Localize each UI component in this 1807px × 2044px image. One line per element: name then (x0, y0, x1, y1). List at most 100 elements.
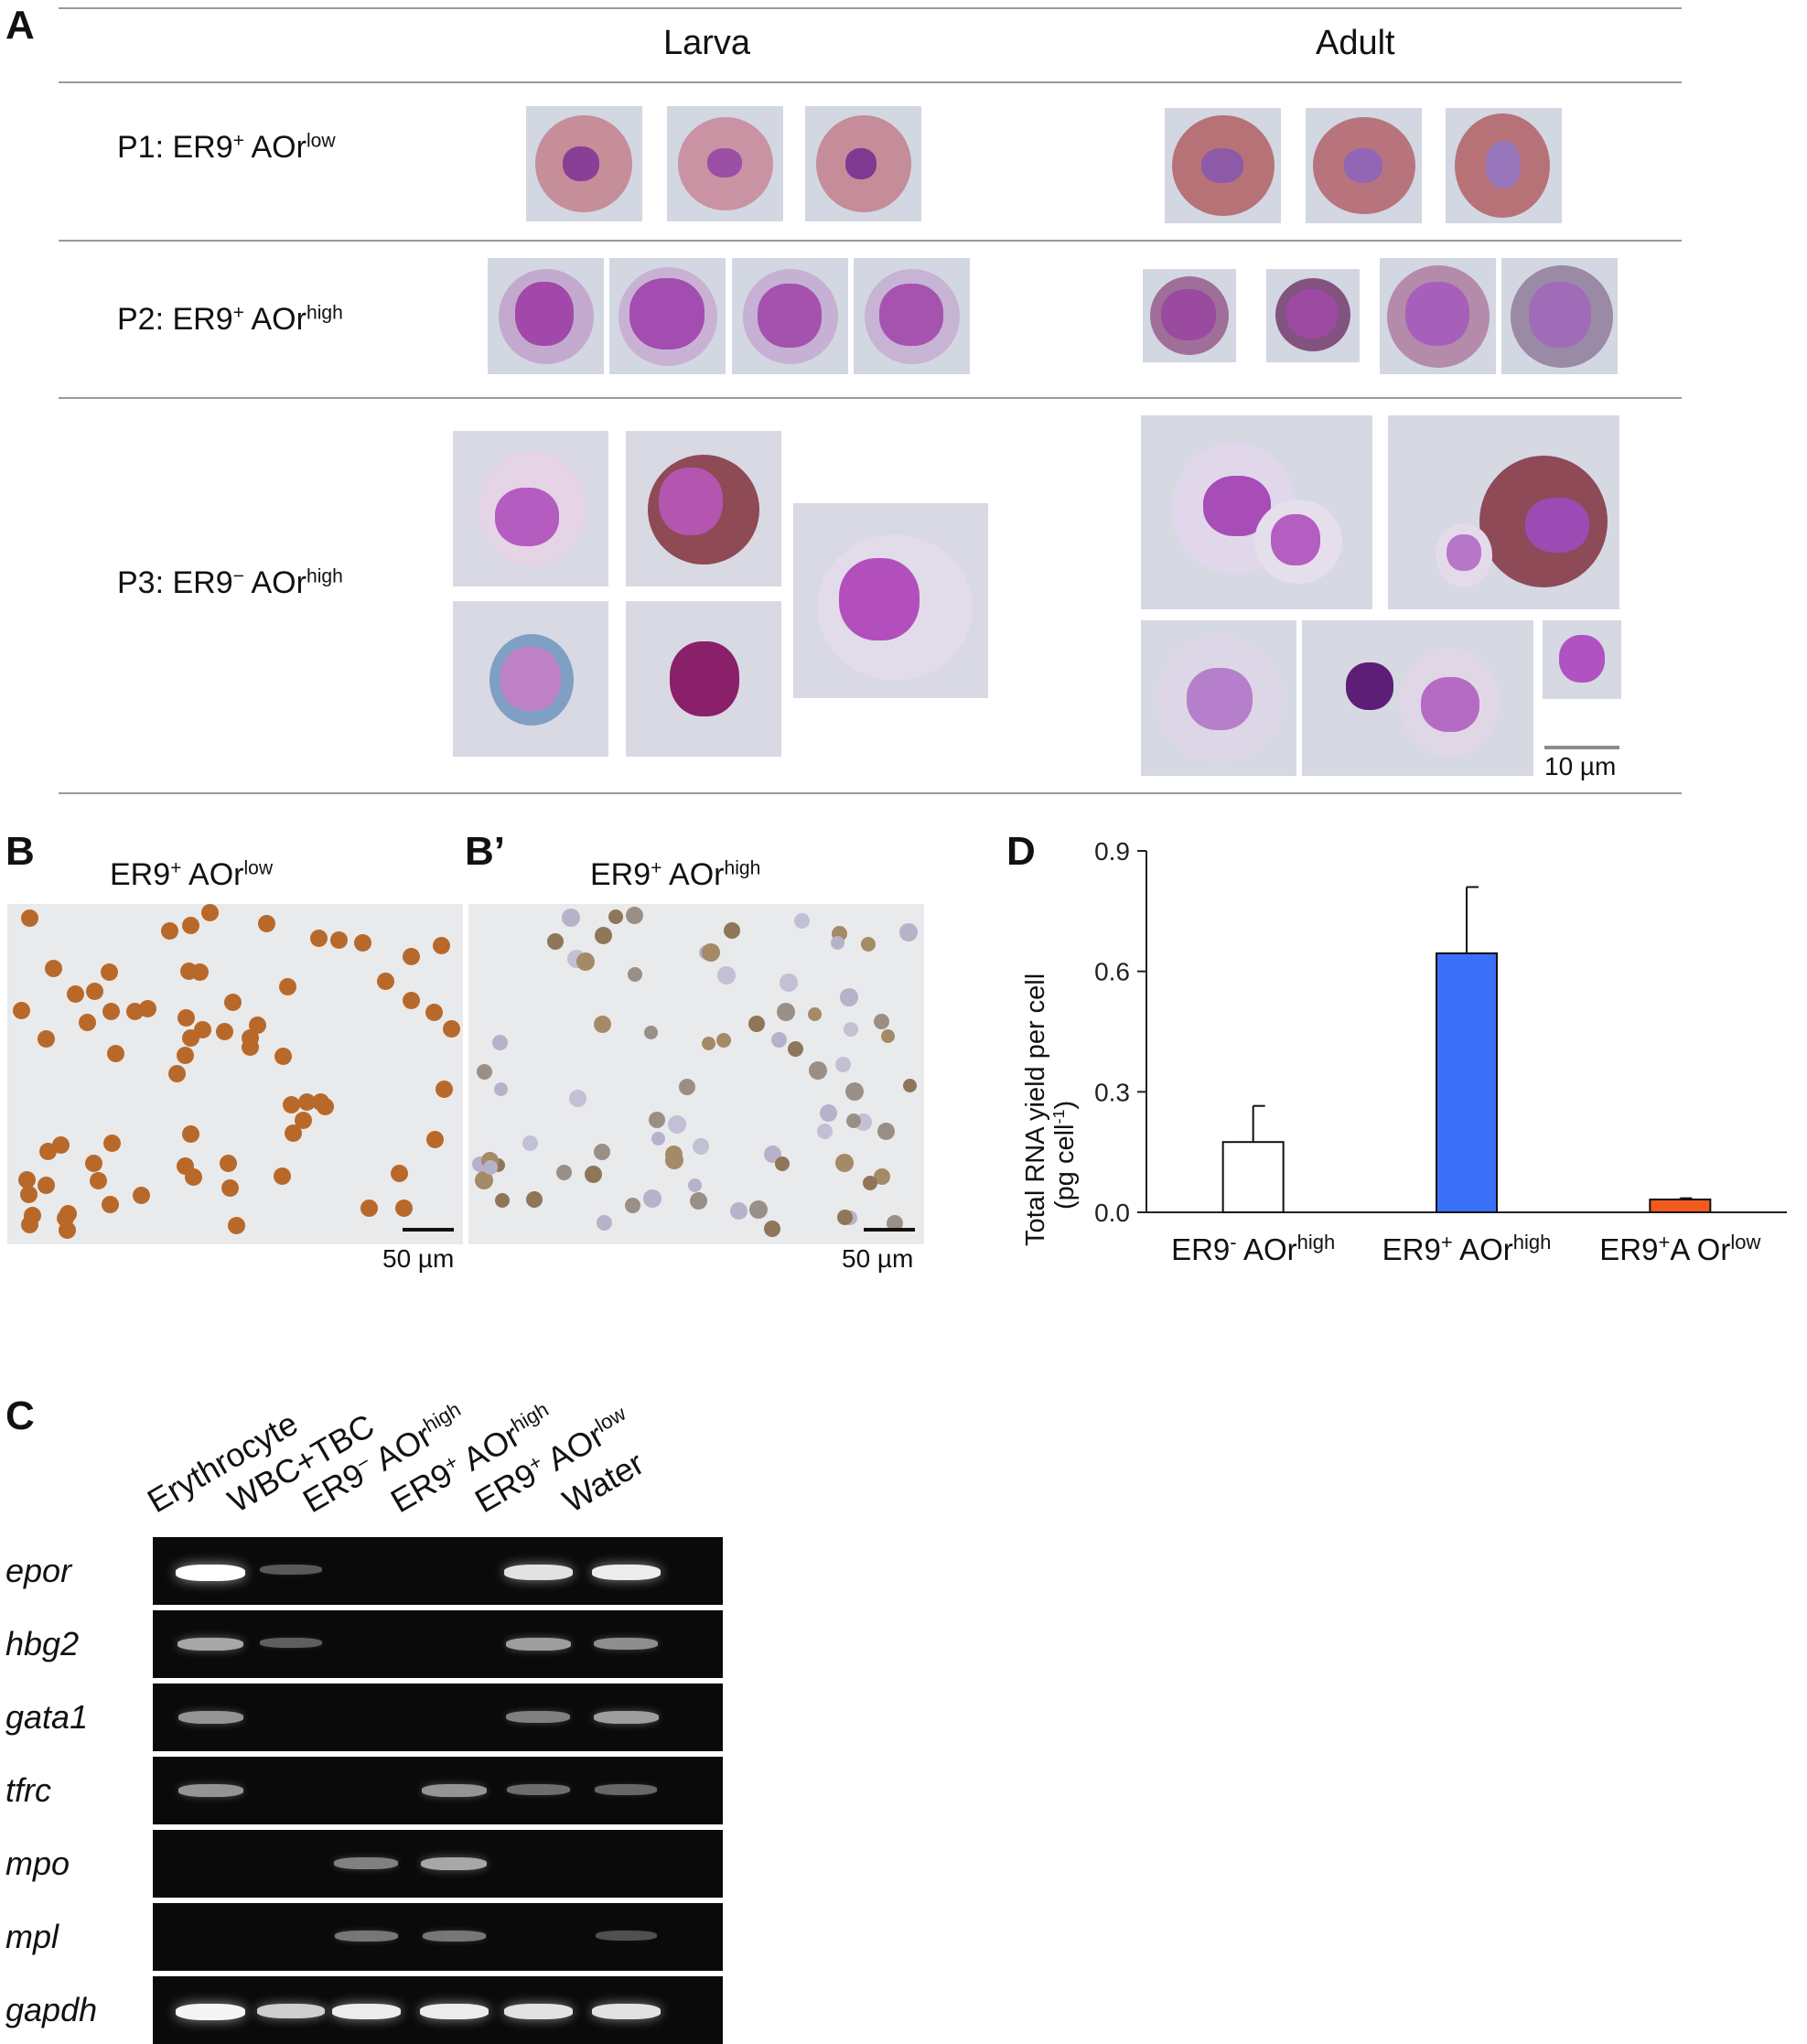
erythrocyte-dot (242, 1038, 259, 1056)
erythrocyte-dot (354, 934, 371, 952)
panel-label-b: B (5, 829, 35, 874)
scale-bar-panel-b-prime (864, 1228, 915, 1232)
cell-dot (730, 1202, 748, 1220)
erythrocyte-dot (298, 1093, 316, 1111)
erythrocyte-dot (433, 937, 450, 954)
gel-strip (153, 1757, 723, 1824)
bar (1221, 1141, 1285, 1214)
erythrocyte-dot (86, 983, 103, 1000)
cell-dot (702, 943, 720, 962)
gel-strip (153, 1610, 723, 1678)
gel-strip (153, 1976, 723, 2044)
x-category-label: ER9+A Orlow (1599, 1231, 1760, 1266)
cell-dot (494, 1082, 508, 1096)
erythrocyte-dot (21, 1216, 38, 1233)
erythrocyte-dot (274, 1048, 292, 1065)
erythrocyte-dot (161, 922, 178, 940)
panel-label-b-prime: B’ (465, 829, 505, 874)
gel-band (506, 1784, 570, 1795)
erythrocyte-dot (67, 985, 84, 1003)
gel-band (177, 1711, 243, 1724)
cell-dot (693, 1138, 709, 1155)
cell-dot (595, 927, 612, 944)
erythrocyte-dot (182, 917, 199, 934)
scale-bar-panel-b (403, 1228, 454, 1232)
cell-dot (679, 1079, 695, 1095)
cell-image (1543, 620, 1621, 699)
scale-label-panel-b: 50 µm (382, 1244, 455, 1273)
cell-dot (881, 1029, 895, 1043)
divider-top (59, 7, 1682, 9)
erythrocyte-dot (443, 1020, 460, 1038)
cell-dot (845, 1082, 864, 1101)
erythrocyte-dot (283, 1096, 300, 1113)
bar (1436, 952, 1498, 1214)
cell-image (1143, 269, 1236, 362)
cell-dot (749, 1200, 768, 1219)
row-label-p1: P1: ER9+ AOrlow (117, 130, 336, 165)
cell-dot (874, 1168, 890, 1185)
cell-dot (861, 937, 876, 952)
cell-dot (492, 1035, 508, 1050)
cell-dot (690, 1192, 707, 1210)
cell-dot (820, 1104, 837, 1122)
cell-image (793, 503, 988, 698)
cell-image (626, 601, 781, 757)
micrograph-erythrocytes (7, 904, 463, 1244)
gene-label: epor (5, 1552, 72, 1589)
cell-dot (835, 1154, 854, 1172)
erythrocyte-dot (194, 1021, 211, 1038)
cell-image (626, 431, 781, 586)
gel-band (506, 1711, 570, 1723)
erythrocyte-dot (391, 1165, 408, 1182)
cell-image (1141, 620, 1296, 776)
erythrocyte-dot (312, 1093, 329, 1111)
gel-strip (153, 1684, 723, 1751)
cell-dot (831, 936, 844, 950)
cell-dot (817, 1124, 833, 1139)
column-header-adult: Adult (1316, 24, 1395, 62)
erythrocyte-dot (102, 1196, 119, 1213)
erythrocyte-dot (21, 909, 38, 927)
rna-yield-ylabel: Total RNA yield per cell (pg cell-1) (1021, 973, 1080, 1246)
cell-dot (625, 1198, 640, 1213)
gene-label: gata1 (5, 1698, 89, 1736)
gel-band (334, 1857, 398, 1869)
gel-band (421, 1784, 487, 1797)
erythrocyte-dot (133, 1187, 150, 1204)
cell-dot (887, 1215, 903, 1232)
cell-image (1141, 415, 1372, 609)
cell-dot (780, 974, 798, 992)
gel-band (257, 2004, 325, 2018)
x-category-label: ER9+ AOrhigh (1382, 1231, 1552, 1266)
cell-dot (903, 1079, 917, 1092)
y-tick-label: 0.0 (1094, 1199, 1130, 1227)
gene-label: gapdh (5, 1991, 98, 2028)
cell-dot (562, 909, 580, 927)
cell-dot (483, 1160, 498, 1175)
cell-dot (844, 1022, 858, 1037)
cell-dot (569, 1090, 586, 1107)
column-header-larva: Larva (663, 24, 751, 62)
cell-dot (764, 1221, 780, 1237)
cell-dot (626, 907, 643, 924)
gel-band (331, 2004, 401, 2019)
cell-dot (628, 967, 642, 982)
cell-dot (877, 1123, 895, 1140)
erythrocyte-dot (185, 1168, 202, 1186)
y-tick-label: 0.6 (1094, 958, 1130, 986)
cell-dot (594, 1144, 610, 1160)
gel-band (419, 2004, 489, 2019)
cell-dot (874, 1014, 889, 1029)
cell-dot (594, 1016, 611, 1033)
erythrocyte-dot (20, 1186, 38, 1203)
cell-image (732, 258, 848, 374)
cell-dot (688, 1178, 702, 1192)
cell-dot (665, 1146, 683, 1163)
cell-dot (837, 1210, 853, 1225)
cell-image (453, 431, 608, 586)
cell-dot (835, 1057, 851, 1072)
cell-image (1446, 108, 1562, 223)
cell-image (667, 106, 783, 221)
gel-band (176, 2004, 245, 2020)
